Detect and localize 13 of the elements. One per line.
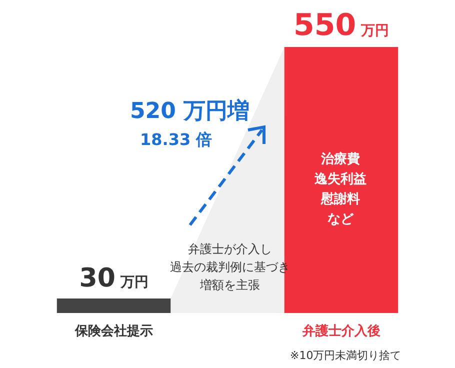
- annotation: 18.33 倍: [140, 129, 212, 151]
- annotation: 増額を主張: [199, 277, 261, 294]
- annotation: 弁護士が介入し: [187, 241, 273, 258]
- annotation: 逸失利益: [314, 171, 368, 189]
- data-label: 550 万円: [294, 8, 389, 43]
- annotation: 520 万円増: [130, 98, 250, 126]
- annotation: など: [326, 211, 354, 229]
- text: ※10万円未満切り捨て: [290, 348, 402, 364]
- annotation: 治療費: [320, 150, 361, 169]
- annotation: 慰謝料: [320, 190, 361, 209]
- x-tick-label: 保険会社提示: [74, 322, 153, 339]
- x-tick-label: 弁護士介入後: [301, 322, 380, 339]
- data-label: 30 万円: [79, 263, 148, 294]
